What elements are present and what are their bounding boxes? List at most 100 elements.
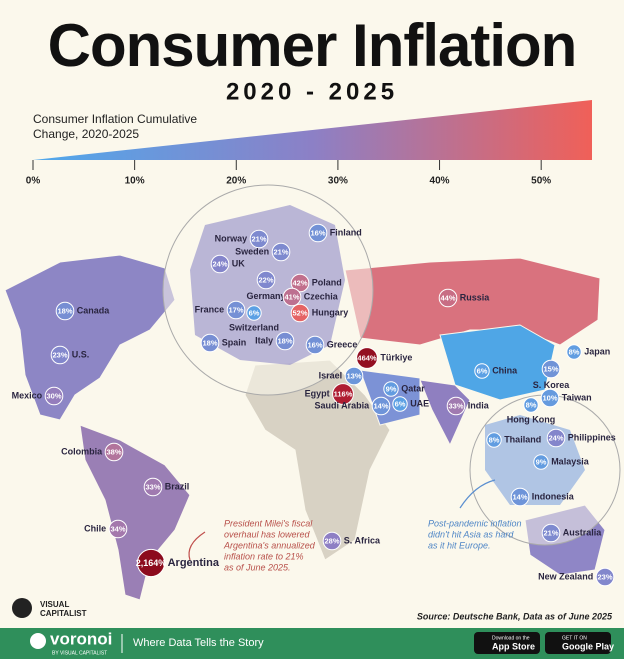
region-name: Philippines — [568, 432, 616, 442]
tagline: Where Data Tells the Story — [133, 637, 264, 649]
region-badge — [332, 383, 354, 405]
legend-gradient — [33, 100, 592, 160]
value-label: 17% — [228, 305, 243, 314]
region-name: Saudi Arabia — [315, 400, 371, 410]
region-badge — [256, 270, 276, 290]
region-badge — [540, 388, 560, 408]
region-name: Malaysia — [551, 456, 590, 466]
subtitle: 2020 - 2025 — [226, 78, 398, 105]
region-name: Greece — [327, 339, 358, 349]
region-badge — [282, 287, 302, 307]
region-name: UAE — [410, 398, 429, 408]
google-play[interactable]: GET IT ON Google Play — [545, 632, 614, 654]
value-label: 18% — [277, 336, 292, 345]
region-name: U.S. — [72, 349, 90, 359]
region-badge — [143, 477, 163, 497]
store-name: Google Play — [562, 641, 614, 651]
value-label: 52% — [292, 308, 307, 317]
region-name: Hungary — [312, 307, 349, 317]
region-badge — [383, 381, 399, 397]
region-name: Norway — [215, 233, 248, 243]
value-label: 14% — [512, 492, 527, 501]
region-badge — [541, 359, 561, 379]
region-name: Spain — [222, 337, 247, 347]
region-name: Japan — [584, 346, 610, 356]
region-badge — [533, 454, 549, 470]
region-name: New Zealand — [538, 571, 593, 581]
region-name: Hong Kong — [507, 415, 556, 425]
legend-tick-label: 10% — [125, 176, 145, 187]
value-label: 41% — [284, 292, 299, 301]
value-label: 6% — [395, 399, 406, 408]
annotation: inflation rate to 21% — [224, 551, 304, 561]
region-badge — [344, 366, 364, 386]
value-label: 18% — [202, 338, 217, 347]
legend-title: Change, 2020-2025 — [33, 127, 139, 141]
annotation: President Milei's fiscal — [224, 518, 313, 528]
value-label: 23% — [52, 350, 67, 359]
value-label: 14% — [373, 401, 388, 410]
value-label: 10% — [542, 393, 557, 402]
region-badge — [322, 531, 342, 551]
region-name: Russia — [460, 292, 491, 302]
region-badge — [290, 273, 310, 293]
region-badge — [290, 303, 310, 323]
region-badge — [210, 254, 230, 274]
region-badge — [200, 333, 220, 353]
north-america — [4, 254, 176, 421]
region-badge — [44, 386, 64, 406]
region-badge — [510, 487, 530, 507]
value-label: 21% — [251, 234, 266, 243]
region-name: Mexico — [12, 390, 43, 400]
brand-icon — [12, 598, 32, 618]
brand: VISUAL — [40, 600, 69, 609]
legend-tick-label: 30% — [328, 176, 348, 187]
legend-tick-label: 20% — [226, 176, 246, 187]
title: Consumer Inflation — [48, 12, 577, 79]
region-name: Egypt — [305, 388, 330, 398]
region-badge — [523, 397, 539, 413]
legend-tick-label: 0% — [26, 176, 41, 187]
region-name: Chile — [84, 523, 106, 533]
india-shape — [419, 379, 471, 447]
value-label: 33% — [145, 482, 160, 491]
value-label: 21% — [543, 528, 558, 537]
annotation: as of June 2025. — [224, 562, 291, 572]
footer-logo: voronoi — [50, 629, 112, 648]
region-badge — [136, 548, 166, 578]
value-label: 38% — [106, 447, 121, 456]
region-badge — [392, 396, 408, 412]
value-label: 22% — [258, 275, 273, 284]
legend-tick-label: 50% — [531, 176, 551, 187]
region-badge — [474, 363, 490, 379]
value-label: 16% — [307, 340, 322, 349]
value-label: 42% — [292, 278, 307, 287]
app-store[interactable]: Download on the App Store — [474, 632, 540, 654]
legend-tick-label: 40% — [430, 176, 450, 187]
region-badge — [275, 331, 295, 351]
value-label: 9% — [536, 457, 547, 466]
region-name: Canada — [77, 305, 111, 315]
store-button[interactable] — [474, 632, 540, 654]
value-label: 13% — [346, 371, 361, 380]
region-name: China — [492, 365, 518, 375]
region-badge — [308, 223, 328, 243]
region-name: Poland — [312, 277, 342, 287]
annotation: Argentina's annualized — [223, 540, 316, 550]
region-name: Australia — [563, 527, 603, 537]
footer-logo-sub: BY VISUAL CAPITALIST — [52, 650, 107, 656]
region-badge — [55, 301, 75, 321]
region-badge — [546, 428, 566, 448]
region-badge — [271, 242, 291, 262]
value-label: 30% — [46, 391, 61, 400]
region-badge — [356, 347, 378, 369]
region-badge — [371, 396, 391, 416]
region-badge — [446, 396, 466, 416]
store-button[interactable] — [545, 632, 611, 654]
region-name: Switzerland — [229, 323, 279, 333]
region-name: Colombia — [61, 446, 103, 456]
region-badge — [104, 442, 124, 462]
value-label: 28% — [324, 536, 339, 545]
